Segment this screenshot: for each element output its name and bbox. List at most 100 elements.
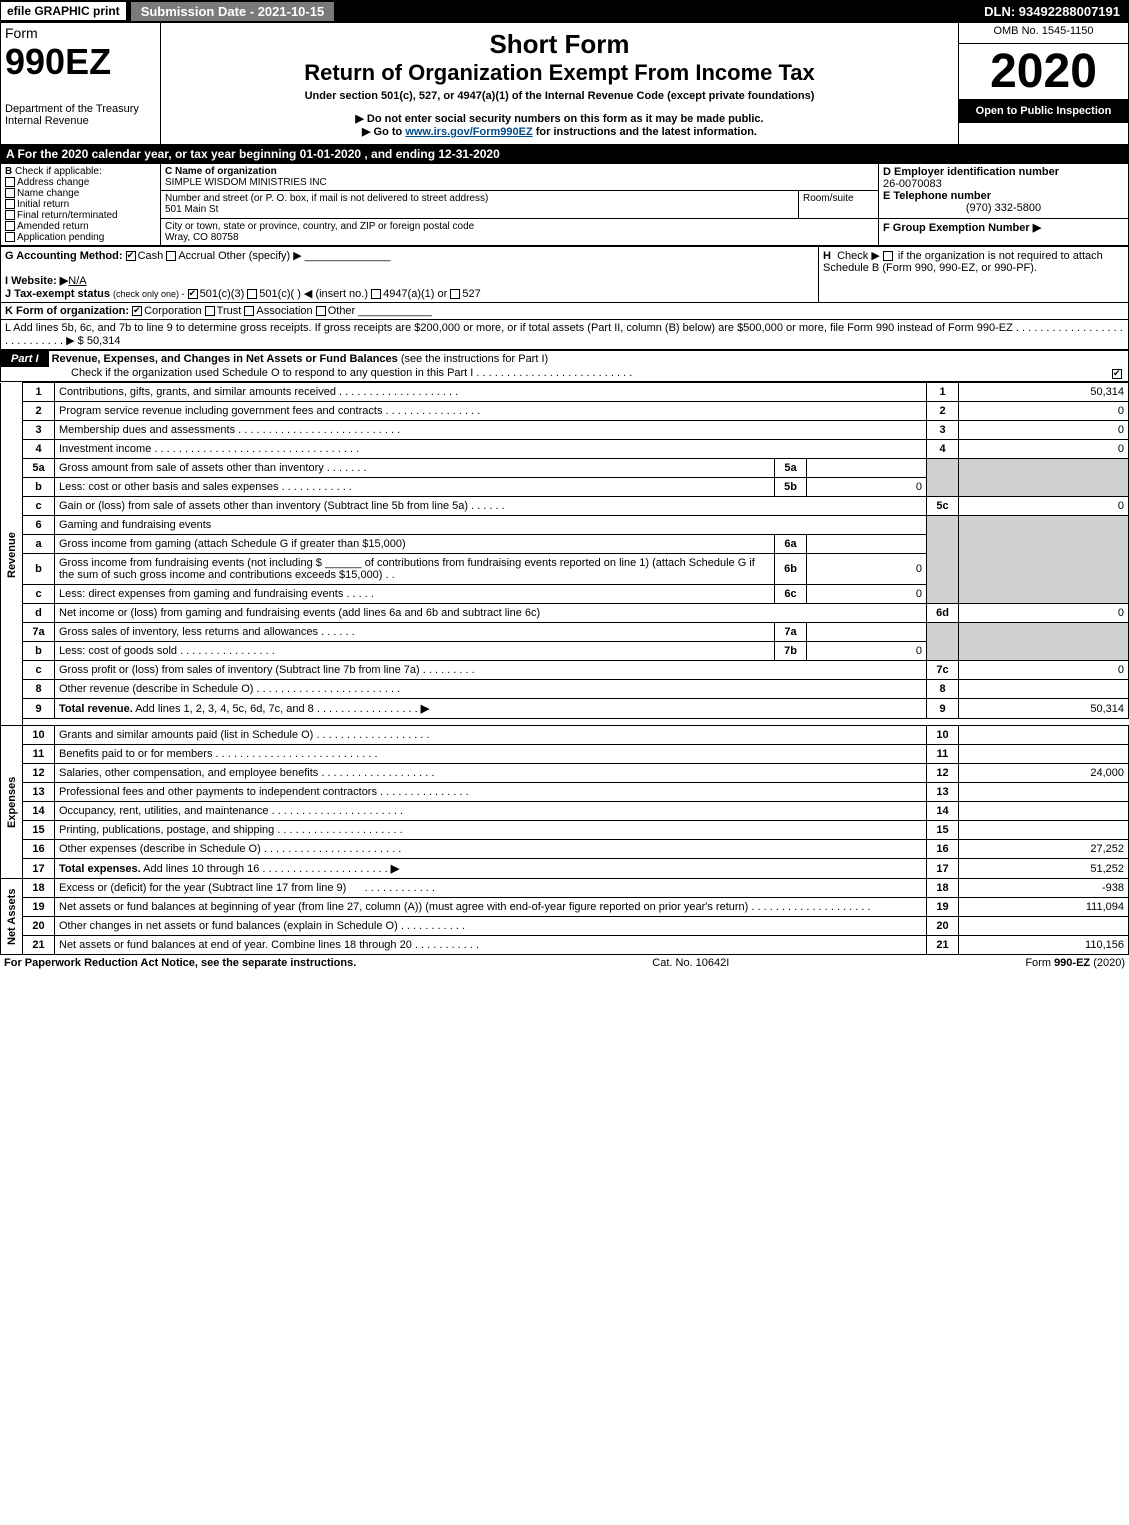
l9-val: 50,314 [959,699,1129,719]
chk-initial[interactable] [5,199,15,209]
l17-rn: 17 [927,859,959,879]
part1-title: Revenue, Expenses, and Changes in Net As… [52,353,398,365]
website: N/A [68,275,86,287]
chk-527[interactable] [450,289,460,299]
chk-h[interactable] [883,251,893,261]
l5a-num: 5a [23,459,55,478]
chk-kother[interactable] [316,306,326,316]
l7a-desc: Gross sales of inventory, less returns a… [59,626,318,638]
l13-val [959,783,1129,802]
l14-desc: Occupancy, rent, utilities, and maintena… [59,805,269,817]
chk-schedule-o[interactable] [1112,369,1122,379]
chk-501c[interactable] [247,289,257,299]
l11-num: 11 [23,745,55,764]
form-word: Form [5,25,156,41]
chk-assoc[interactable] [244,306,254,316]
l6c-sv: 0 [807,585,927,604]
l6d-num: d [23,604,55,623]
lbl-accrual: Accrual [178,250,215,262]
chk-amended[interactable] [5,221,15,231]
d-label: D Employer identification number [883,166,1059,178]
l16-desc: Other expenses (describe in Schedule O) [59,843,261,855]
l11-desc: Benefits paid to or for members [59,748,212,760]
l5a-desc: Gross amount from sale of assets other t… [59,462,324,474]
l13-desc: Professional fees and other payments to … [59,786,377,798]
warning: ▶ Do not enter social security numbers o… [167,112,952,125]
l8-desc: Other revenue (describe in Schedule O) [59,683,253,695]
l-text: L Add lines 5b, 6c, and 7b to line 9 to … [5,322,1013,334]
lbl-other-method: Other (specify) ▶ [218,250,302,262]
l5b-sl: 5b [775,478,807,497]
l10-num: 10 [23,726,55,745]
l13-num: 13 [23,783,55,802]
h-text1: Check ▶ [837,250,880,262]
chk-trust[interactable] [205,306,215,316]
l15-rn: 15 [927,821,959,840]
irs-label: Internal Revenue [5,115,156,127]
l7a-num: 7a [23,623,55,642]
l19-desc: Net assets or fund balances at beginning… [59,901,748,913]
chk-corp[interactable] [132,306,142,316]
l3-num: 3 [23,421,55,440]
l4-desc: Investment income [59,443,151,455]
lbl-address: Address change [17,177,89,188]
l4-rn: 4 [927,440,959,459]
lbl-initial: Initial return [17,199,69,210]
l14-num: 14 [23,802,55,821]
street-address: 501 Main St [165,204,218,215]
lbl-insert: ◀ (insert no.) [304,288,368,300]
lines-table: Revenue 1 Contributions, gifts, grants, … [0,382,1129,955]
chk-address[interactable] [5,177,15,187]
l9-desc-bold: Total revenue. [59,703,133,715]
l6b-num: b [23,554,55,585]
chk-cash[interactable] [126,251,136,261]
l20-val [959,917,1129,936]
l5b-desc: Less: cost or other basis and sales expe… [59,481,279,493]
l2-rn: 2 [927,402,959,421]
chk-accrual[interactable] [166,251,176,261]
l6a-sl: 6a [775,535,807,554]
room-label: Room/suite [799,191,879,218]
l7a-sv [807,623,927,642]
l9-rn: 9 [927,699,959,719]
title-short-form: Short Form [167,29,952,60]
i-label: I Website: ▶ [5,275,68,287]
l8-val [959,680,1129,699]
l5c-rn: 5c [927,497,959,516]
c-label: C Name of organization [165,166,277,177]
header-table: Form 990EZ Department of the Treasury In… [0,22,1129,145]
l18-val: -938 [959,879,1129,898]
l13-rn: 13 [927,783,959,802]
l5c-desc: Gain or (loss) from sale of assets other… [59,500,468,512]
lbl-assoc: Association [256,305,312,317]
l20-desc: Other changes in net assets or fund bala… [59,920,398,932]
lbl-527: 527 [462,288,480,300]
l20-num: 20 [23,917,55,936]
chk-4947[interactable] [371,289,381,299]
dln: DLN: 93492288007191 [976,2,1128,21]
l2-val: 0 [959,402,1129,421]
chk-pending[interactable] [5,232,15,242]
open-inspection: Open to Public Inspection [959,99,1128,123]
lbl-amended: Amended return [17,221,89,232]
lbl-trust: Trust [217,305,242,317]
l17-desc-bold: Total expenses. [59,863,141,875]
chk-501c3[interactable] [188,289,198,299]
l4-num: 4 [23,440,55,459]
goto-link[interactable]: www.irs.gov/Form990EZ [405,126,532,138]
l7b-desc: Less: cost of goods sold [59,645,177,657]
submission-date: Submission Date - 2021-10-15 [130,1,336,22]
lbl-4947: 4947(a)(1) or [383,288,447,300]
l10-val [959,726,1129,745]
footer-right: Form 990-EZ (2020) [1025,957,1125,969]
info-table: B Check if applicable: Address change Na… [0,163,1129,246]
l6d-rn: 6d [927,604,959,623]
f-label: F Group Exemption Number [883,222,1030,234]
chk-final[interactable] [5,210,15,220]
l21-rn: 21 [927,936,959,955]
l5a-sl: 5a [775,459,807,478]
chk-name[interactable] [5,188,15,198]
l6d-desc: Net income or (loss) from gaming and fun… [55,604,927,623]
l10-rn: 10 [927,726,959,745]
l5a-sv [807,459,927,478]
